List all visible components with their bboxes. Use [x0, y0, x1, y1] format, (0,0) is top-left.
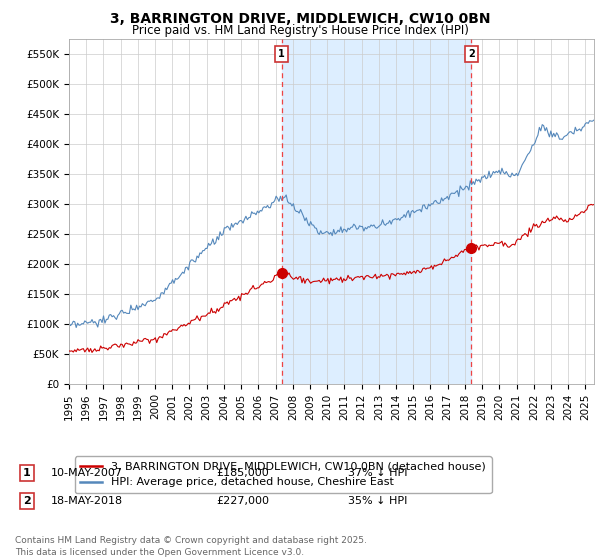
- Text: Contains HM Land Registry data © Crown copyright and database right 2025.
This d: Contains HM Land Registry data © Crown c…: [15, 536, 367, 557]
- Text: 3, BARRINGTON DRIVE, MIDDLEWICH, CW10 0BN: 3, BARRINGTON DRIVE, MIDDLEWICH, CW10 0B…: [110, 12, 490, 26]
- Text: £227,000: £227,000: [216, 496, 269, 506]
- Text: 37% ↓ HPI: 37% ↓ HPI: [348, 468, 407, 478]
- Text: 2: 2: [23, 496, 31, 506]
- Text: Price paid vs. HM Land Registry's House Price Index (HPI): Price paid vs. HM Land Registry's House …: [131, 24, 469, 36]
- Text: £185,000: £185,000: [216, 468, 269, 478]
- Bar: [282, 39, 472, 384]
- Text: 18-MAY-2018: 18-MAY-2018: [51, 496, 123, 506]
- Text: 35% ↓ HPI: 35% ↓ HPI: [348, 496, 407, 506]
- Legend: 3, BARRINGTON DRIVE, MIDDLEWICH, CW10 0BN (detached house), HPI: Average price, : 3, BARRINGTON DRIVE, MIDDLEWICH, CW10 0B…: [74, 456, 491, 493]
- Text: 2: 2: [468, 49, 475, 59]
- Text: 10-MAY-2007: 10-MAY-2007: [51, 468, 123, 478]
- Text: 1: 1: [23, 468, 31, 478]
- Text: 1: 1: [278, 49, 285, 59]
